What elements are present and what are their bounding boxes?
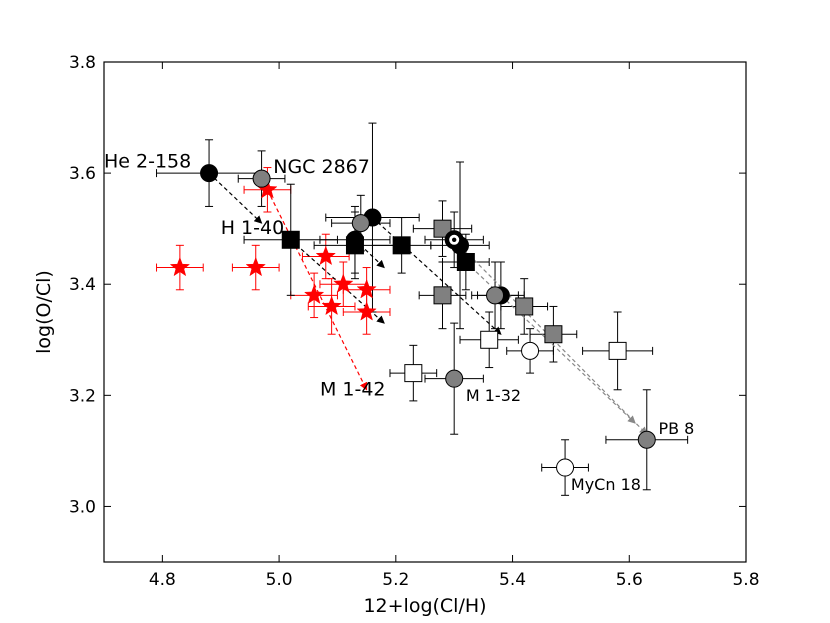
star-marker: [333, 273, 354, 293]
square-marker: [345, 236, 364, 255]
square-marker: [456, 253, 475, 271]
y-axis-label: log(O/Cl): [33, 270, 55, 354]
y-tick-label: 3.6: [69, 164, 96, 184]
star-marker: [356, 279, 377, 299]
x-tick-label: 5.4: [499, 570, 526, 590]
correction-arrow: [266, 189, 368, 391]
point-annotation: NGC 2867: [273, 156, 370, 178]
plot-frame: [103, 61, 747, 563]
circle-marker: [556, 458, 575, 477]
star-marker: [356, 301, 377, 321]
x-tick-label: 5.0: [266, 570, 293, 590]
circle-marker: [200, 164, 219, 183]
x-tick-label: 5.6: [616, 570, 643, 590]
y-tick-label: 3.8: [69, 53, 96, 73]
circle-marker: [445, 369, 464, 388]
star-marker: [303, 284, 325, 304]
square-marker: [544, 325, 563, 344]
point-annotation: MyCn 18: [571, 475, 641, 494]
circle-marker: [521, 341, 540, 360]
circle-marker: [486, 286, 505, 305]
y-tick-label: 3.2: [69, 386, 96, 406]
point-annotation: M 1-42: [320, 378, 386, 400]
circle-marker-dot: [451, 237, 457, 242]
point-annotation: He 2-158: [104, 151, 191, 173]
square-marker: [515, 297, 534, 316]
y-tick-label: 3.4: [69, 275, 96, 295]
star-marker: [245, 256, 266, 277]
square-marker: [281, 230, 300, 249]
star-marker: [321, 295, 342, 316]
y-tick-label: 3.0: [69, 497, 96, 517]
point-annotation: PB 8: [658, 419, 694, 438]
square-marker: [608, 341, 627, 360]
x-tick-label: 5.8: [732, 570, 759, 590]
star-marker: [315, 245, 336, 266]
circle-marker: [637, 430, 656, 449]
square-marker: [433, 219, 452, 238]
circle-marker: [252, 169, 271, 188]
square-marker: [392, 236, 411, 255]
square-marker: [480, 330, 499, 349]
x-axis-label: 12+log(Cl/H): [363, 595, 486, 617]
square-marker: [404, 364, 423, 383]
x-tick-label: 4.8: [149, 570, 176, 590]
star-marker: [169, 256, 191, 277]
point-annotation: M 1-32: [466, 386, 521, 405]
x-tick-label: 5.2: [382, 570, 409, 590]
circle-marker: [351, 214, 370, 233]
correction-arrow: [208, 172, 263, 224]
square-marker: [433, 286, 452, 305]
point-annotation: H 1-40: [221, 217, 284, 239]
